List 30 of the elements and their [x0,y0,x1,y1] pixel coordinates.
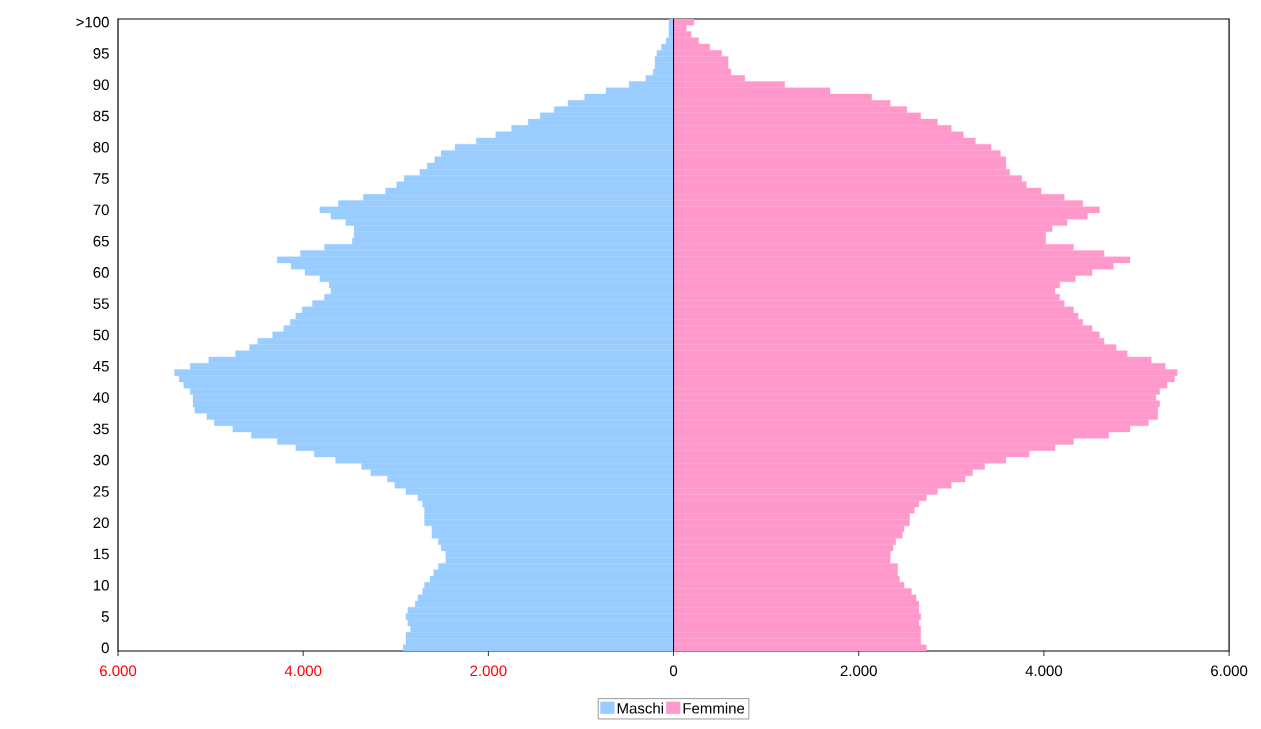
y-tick-label: 5 [101,611,109,622]
x-tick-label: 6.000 [1211,665,1248,677]
y-tick-label: 30 [93,454,109,466]
y-tick-label: 25 [93,486,109,497]
x-tick-label: 4.000 [1025,665,1063,677]
y-tick-label: 40 [93,392,109,403]
y-tick-label: 80 [93,141,109,153]
y-tick-label: 15 [93,548,109,560]
x-tick-label: 4.000 [284,665,322,677]
y-tick-label: 20 [93,517,109,529]
legend-label: Femmine [683,702,745,714]
y-tick-label: 55 [93,298,109,309]
x-tick-label: 2.000 [470,665,507,677]
y-tick-label: 45 [93,361,109,372]
y-tick-label: 90 [93,79,109,91]
y-tick-label: 65 [93,235,109,247]
y-tick-label: 60 [93,267,109,278]
legend-label: Maschi [617,702,664,714]
x-tick-label: 2.000 [840,665,877,677]
y-tick-label: 95 [93,48,109,59]
y-tick-label: 85 [93,110,109,122]
x-tick-label: 6.000 [100,665,137,677]
y-tick-label: 35 [93,423,109,435]
x-tick-label: 0 [669,665,678,677]
y-tick-label: 75 [93,173,109,184]
y-tick-label: 0 [101,642,109,654]
y-tick-label: 10 [93,579,109,591]
y-tick-label: 70 [93,204,109,216]
y-tick-label: 50 [93,329,109,341]
y-tick-label: >100 [76,16,109,28]
